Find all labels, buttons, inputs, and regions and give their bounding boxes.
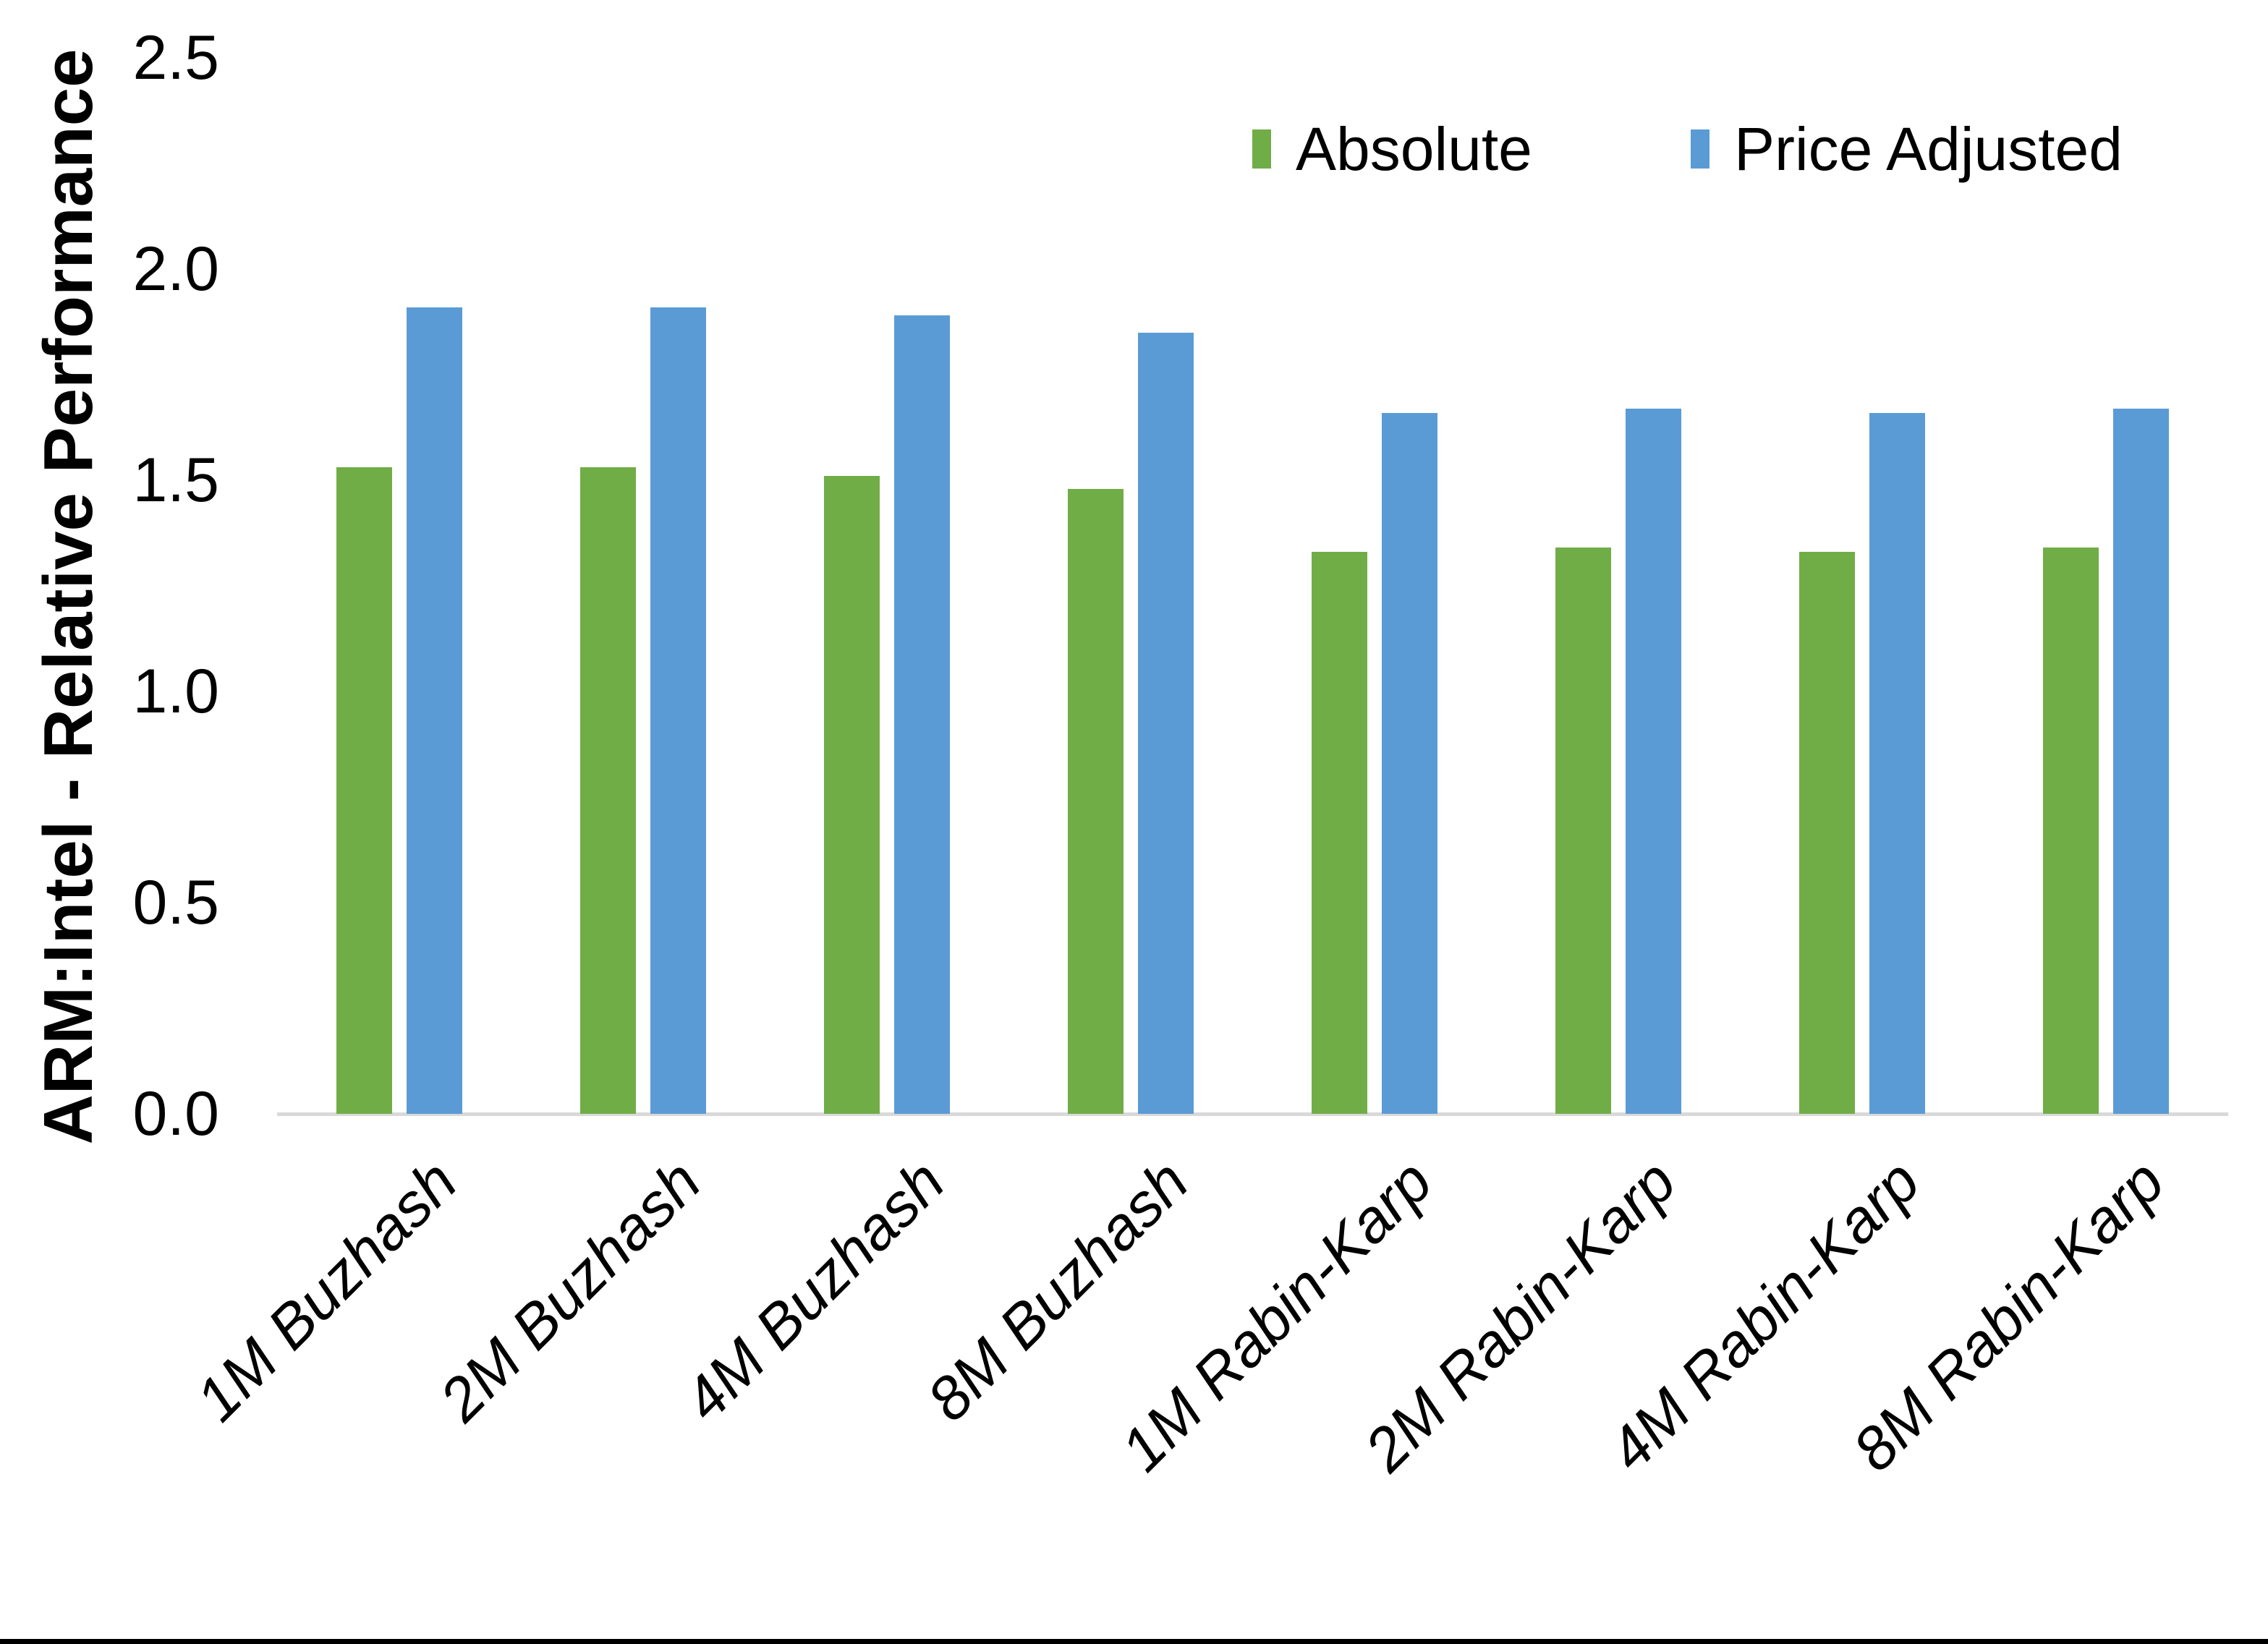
bar-price-adjusted-1m-rabin-karp xyxy=(1382,413,1438,1114)
bar-absolute-1m-rabin-karp xyxy=(1312,552,1368,1114)
bottom-border xyxy=(0,1639,2268,1644)
legend-item-absolute: Absolute xyxy=(1252,114,1532,184)
bar-group-8m-buzhash xyxy=(1067,58,1194,1114)
bar-group-8m-rabin-karp xyxy=(2043,58,2170,1114)
bar-group-4m-buzhash xyxy=(823,58,950,1114)
x-axis-label-2m-buzhash: 2M Buzhash xyxy=(426,1146,713,1434)
bar-absolute-8m-buzhash xyxy=(1067,489,1124,1114)
bar-group-1m-rabin-karp xyxy=(1312,58,1438,1114)
bar-group-4m-rabin-karp xyxy=(1799,58,1926,1114)
x-axis-label-1m-buzhash: 1M Buzhash xyxy=(182,1146,470,1434)
bar-absolute-2m-buzhash xyxy=(579,467,636,1114)
bar-absolute-4m-rabin-karp xyxy=(1799,552,1856,1114)
bar-price-adjusted-2m-buzhash xyxy=(650,307,706,1114)
legend-label-price-adjusted: Price Adjusted xyxy=(1734,114,2123,183)
bar-price-adjusted-2m-rabin-karp xyxy=(1626,409,1682,1114)
x-axis-label-4m-buzhash: 4M Buzhash xyxy=(670,1146,957,1434)
legend-swatch-price-adjusted xyxy=(1691,129,1710,169)
y-tick-label: 1.5 xyxy=(132,446,219,515)
y-tick-label: 1.0 xyxy=(132,657,219,726)
y-axis-title: ARM:Intel - Relative Performance xyxy=(30,48,107,1145)
bar-absolute-4m-buzhash xyxy=(823,476,880,1114)
y-tick-label: 0.0 xyxy=(132,1079,219,1149)
bar-price-adjusted-8m-buzhash xyxy=(1137,333,1194,1114)
bar-group-2m-rabin-karp xyxy=(1555,58,1682,1114)
bar-price-adjusted-4m-rabin-karp xyxy=(1869,413,1926,1114)
legend-item-price-adjusted: Price Adjusted xyxy=(1691,114,2123,184)
legend-label-absolute: Absolute xyxy=(1296,114,1532,183)
bar-absolute-1m-buzhash xyxy=(336,467,392,1114)
bar-group-2m-buzhash xyxy=(579,58,706,1114)
y-tick-label: 2.0 xyxy=(132,234,219,304)
bar-group-1m-buzhash xyxy=(336,58,462,1114)
bar-price-adjusted-4m-buzhash xyxy=(893,315,950,1114)
bar-price-adjusted-1m-buzhash xyxy=(406,307,462,1114)
legend-swatch-absolute xyxy=(1252,129,1271,169)
bar-absolute-2m-rabin-karp xyxy=(1555,548,1612,1114)
bar-price-adjusted-8m-rabin-karp xyxy=(2113,409,2170,1114)
x-axis-line xyxy=(277,1112,2228,1116)
y-tick-label: 2.5 xyxy=(132,23,219,93)
bar-absolute-8m-rabin-karp xyxy=(2043,548,2099,1114)
y-tick-label: 0.5 xyxy=(132,868,219,937)
plot-area xyxy=(277,58,2228,1114)
